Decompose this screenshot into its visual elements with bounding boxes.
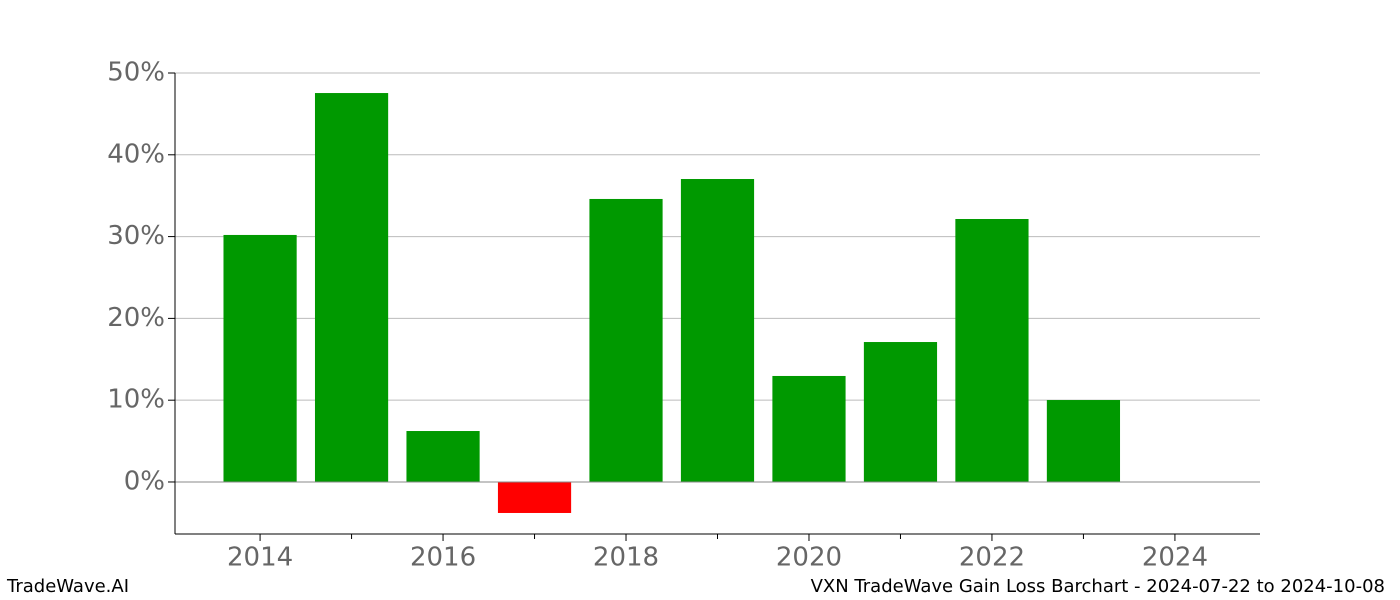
y-tick-label: 10% (107, 385, 165, 415)
x-tick-label: 2022 (959, 543, 1025, 573)
x-tick-label: 2016 (410, 543, 476, 573)
bar (406, 431, 480, 482)
bar (589, 198, 663, 482)
y-tick-label: 50% (107, 58, 165, 88)
bar (223, 234, 297, 482)
bar (955, 219, 1029, 482)
bar (1046, 400, 1121, 482)
bar (314, 93, 389, 482)
x-tick-label: 2018 (593, 543, 659, 573)
y-tick-label: 20% (107, 303, 165, 333)
chart-title: VXN TradeWave Gain Loss Barchart - 2024-… (811, 576, 1385, 597)
x-tick-label: 2014 (227, 543, 293, 573)
y-tick-label: 30% (107, 221, 165, 251)
bar (863, 342, 938, 482)
y-tick-label: 40% (107, 139, 165, 169)
bar (772, 375, 846, 482)
bar (680, 179, 755, 482)
watermark: TradeWave.AI (6, 576, 129, 597)
y-tick-label: 0% (124, 466, 165, 496)
bar (497, 481, 572, 513)
x-tick-label: 2024 (1142, 543, 1208, 573)
x-tick-label: 2020 (776, 543, 842, 573)
